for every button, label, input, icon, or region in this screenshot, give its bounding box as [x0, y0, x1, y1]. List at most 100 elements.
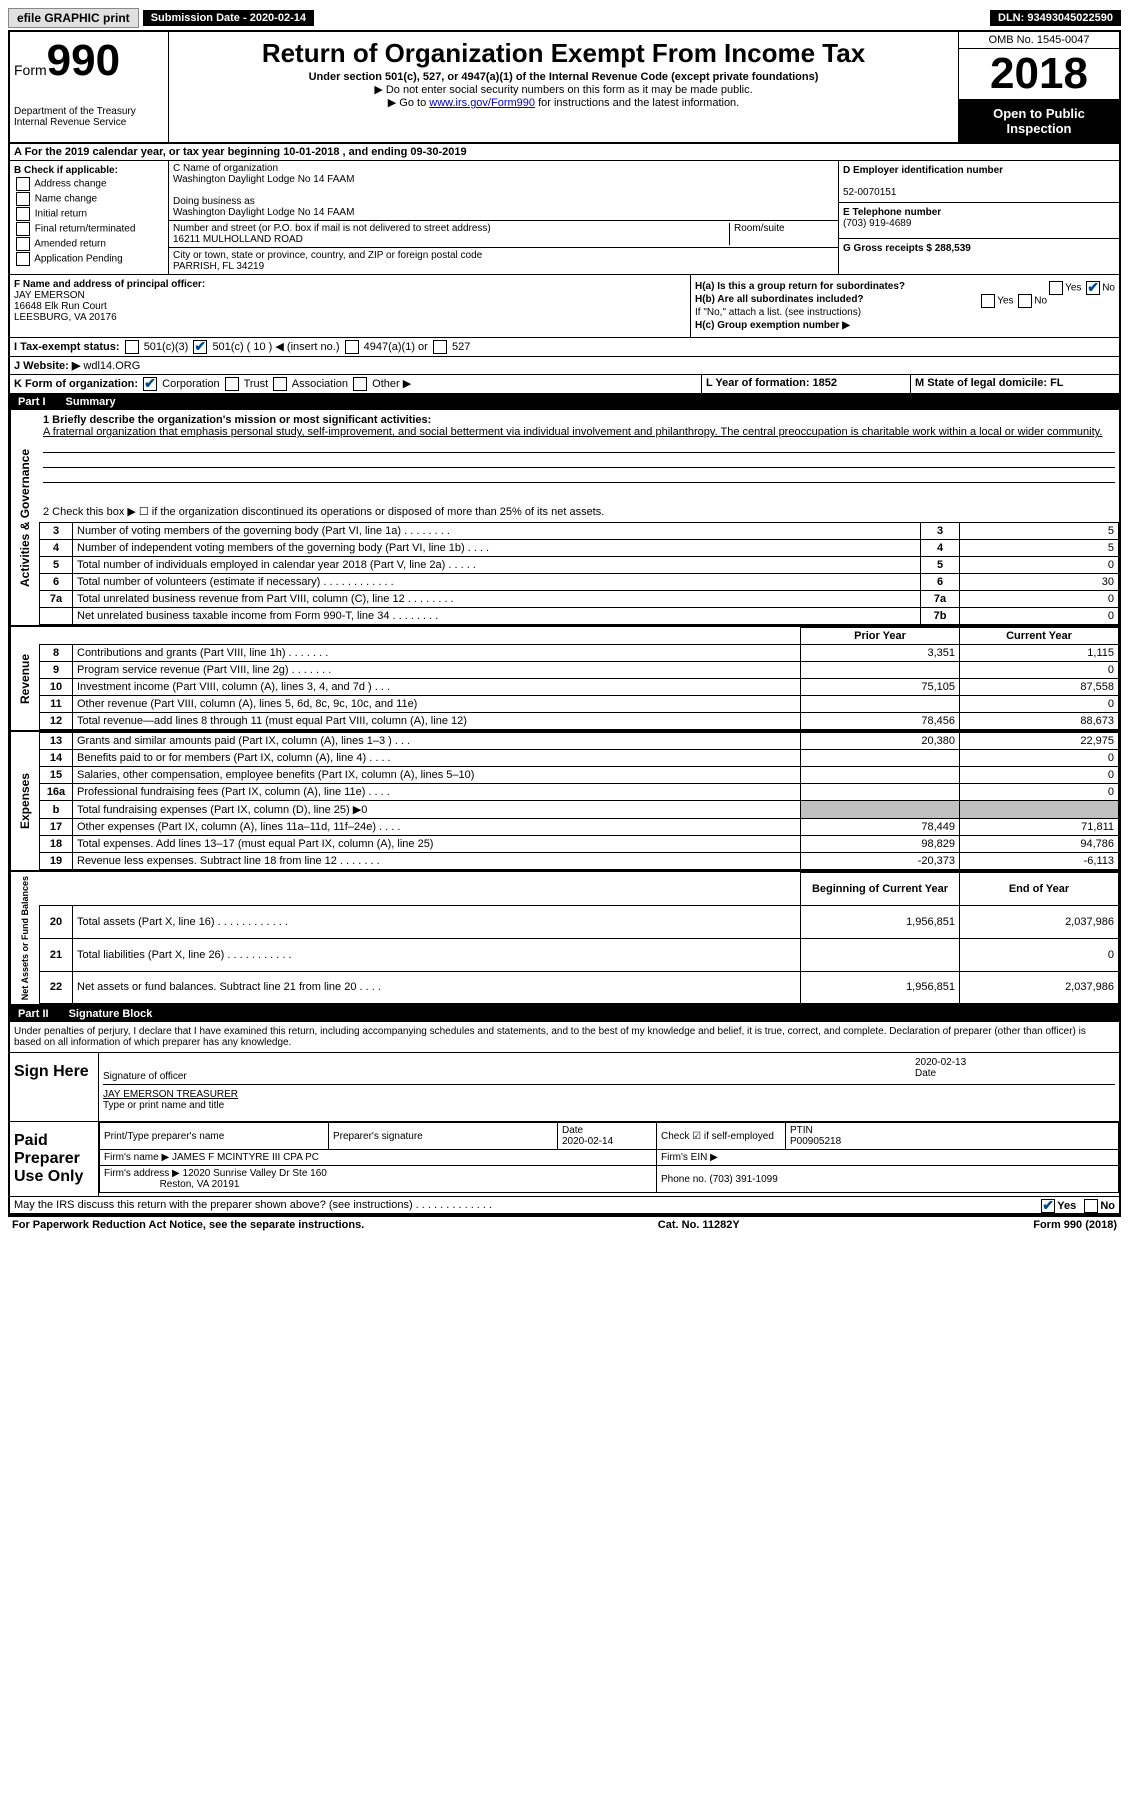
prep-date: 2020-02-14: [562, 1136, 613, 1147]
prep-phone: (703) 391-1099: [709, 1174, 777, 1185]
firm-addr2: Reston, VA 20191: [160, 1179, 240, 1190]
ha-no: No: [1102, 283, 1115, 294]
irs-link[interactable]: www.irs.gov/Form990: [429, 97, 535, 109]
addr-label: Number and street (or P.O. box if mail i…: [173, 223, 729, 234]
discuss-yes-checkbox[interactable]: [1041, 1199, 1055, 1213]
discuss-no-checkbox[interactable]: [1084, 1199, 1098, 1213]
form-number: 990: [47, 36, 120, 85]
side-net-assets: Net Assets or Fund Balances: [10, 872, 39, 1004]
4947-label: 4947(a)(1) or: [364, 341, 428, 353]
final-return-label: Final return/terminated: [35, 224, 136, 235]
527-label: 527: [452, 341, 470, 353]
prep-label: Paid Preparer Use Only: [10, 1122, 99, 1196]
open-public-1: Open to Public: [961, 106, 1117, 121]
footer-mid: Cat. No. 11282Y: [658, 1219, 740, 1231]
room-label: Room/suite: [734, 223, 834, 234]
mission-label: 1 Briefly describe the organization's mi…: [43, 414, 431, 426]
revenue-table: Prior YearCurrent Year8Contributions and…: [39, 627, 1119, 730]
q2-text: 2 Check this box ▶ ☐ if the organization…: [39, 501, 1119, 522]
discuss-label: May the IRS discuss this return with the…: [14, 1199, 492, 1211]
open-public-2: Inspection: [961, 121, 1117, 136]
city-value: PARRISH, FL 34219: [173, 261, 834, 272]
officer-addr2: LEESBURG, VA 20176: [14, 312, 117, 323]
tax-year: 2018: [959, 49, 1119, 100]
prep-date-label: Date: [562, 1125, 583, 1136]
form-container: Form990 Department of the Treasury Inter…: [8, 30, 1121, 1217]
firm-addr-label: Firm's address ▶: [104, 1168, 180, 1179]
trust-label: Trust: [244, 378, 269, 390]
website-value: wdl14.ORG: [83, 360, 140, 372]
501c-checkbox[interactable]: [193, 340, 207, 354]
firm-addr1: 12020 Sunrise Valley Dr Ste 160: [183, 1168, 327, 1179]
phone-value: (703) 919-4689: [843, 218, 911, 229]
ptin-value: P00905218: [790, 1136, 841, 1147]
part1-title: Summary: [66, 396, 116, 408]
footer: For Paperwork Reduction Act Notice, see …: [8, 1217, 1121, 1233]
part2-header: Part II Signature Block: [10, 1006, 1119, 1022]
dept-irs: Internal Revenue Service: [14, 117, 164, 128]
dba-label: Doing business as: [173, 196, 834, 207]
ha-no-checkbox[interactable]: [1086, 281, 1100, 295]
sig-officer-label: Signature of officer: [103, 1071, 915, 1082]
assoc-label: Association: [292, 378, 348, 390]
trust-checkbox[interactable]: [225, 377, 239, 391]
efile-button[interactable]: efile GRAPHIC print: [8, 8, 139, 28]
501c-label: 501(c) ( 10 ) ◀ (insert no.): [212, 341, 339, 353]
hb-label: H(b) Are all subordinates included?: [695, 294, 864, 305]
final-return-checkbox[interactable]: [16, 222, 30, 236]
mission-text: A fraternal organization that emphasis p…: [43, 426, 1102, 438]
footer-right: Form 990 (2018): [1033, 1219, 1117, 1231]
org-name: Washington Daylight Lodge No 14 FAAM: [173, 174, 834, 185]
assoc-checkbox[interactable]: [273, 377, 287, 391]
gross-receipts: G Gross receipts $ 288,539: [843, 243, 971, 254]
name-change-checkbox[interactable]: [16, 192, 30, 206]
footer-left: For Paperwork Reduction Act Notice, see …: [12, 1219, 364, 1231]
app-pending-checkbox[interactable]: [16, 252, 30, 266]
part2-title: Signature Block: [69, 1008, 153, 1020]
amended-checkbox[interactable]: [16, 237, 30, 251]
hc-label: H(c) Group exemption number ▶: [695, 320, 850, 331]
initial-return-label: Initial return: [35, 209, 87, 220]
hb-no: No: [1034, 296, 1047, 307]
addr-change-label: Address change: [34, 179, 106, 190]
phone-label: E Telephone number: [843, 207, 941, 218]
prep-self-emp: Check ☑ if self-employed: [661, 1131, 774, 1142]
prep-sig-label: Preparer's signature: [329, 1123, 558, 1150]
discuss-yes: Yes: [1057, 1200, 1076, 1212]
governance-table: 3Number of voting members of the governi…: [39, 522, 1119, 625]
form-instruction-1: ▶ Do not enter social security numbers o…: [173, 83, 954, 96]
officer-addr1: 16648 Elk Run Court: [14, 301, 107, 312]
527-checkbox[interactable]: [433, 340, 447, 354]
corp-checkbox[interactable]: [143, 377, 157, 391]
side-expenses: Expenses: [10, 732, 39, 870]
other-checkbox[interactable]: [353, 377, 367, 391]
sig-type-label: Type or print name and title: [103, 1100, 1115, 1111]
sig-name: JAY EMERSON TREASURER: [103, 1089, 1115, 1100]
tax-exempt-label: I Tax-exempt status:: [14, 341, 120, 353]
part2-label: Part II: [18, 1008, 49, 1020]
501c3-checkbox[interactable]: [125, 340, 139, 354]
hb-no-checkbox[interactable]: [1018, 294, 1032, 308]
sign-here-label: Sign Here: [10, 1053, 99, 1121]
col-b-checkboxes: B Check if applicable: Address change Na…: [10, 161, 169, 274]
net-assets-table: Beginning of Current YearEnd of Year20To…: [39, 872, 1119, 1004]
form-subtitle: Under section 501(c), 527, or 4947(a)(1)…: [173, 71, 954, 83]
4947-checkbox[interactable]: [345, 340, 359, 354]
sig-date: 2020-02-13: [915, 1057, 1115, 1068]
firm-ein-label: Firm's EIN ▶: [661, 1152, 718, 1163]
row-a-tax-year: A For the 2019 calendar year, or tax yea…: [10, 144, 1119, 161]
hb-yes-checkbox[interactable]: [981, 294, 995, 308]
ein-label: D Employer identification number: [843, 165, 1003, 176]
goto-pre: ▶ Go to: [388, 97, 429, 109]
part1-header: Part I Summary: [10, 394, 1119, 410]
omb-number: OMB No. 1545-0047: [959, 32, 1119, 49]
officer-label: F Name and address of principal officer:: [14, 279, 205, 290]
ha-label: H(a) Is this a group return for subordin…: [695, 281, 905, 292]
expenses-table: 13Grants and similar amounts paid (Part …: [39, 732, 1119, 870]
initial-return-checkbox[interactable]: [16, 207, 30, 221]
ha-yes-checkbox[interactable]: [1049, 281, 1063, 295]
city-label: City or town, state or province, country…: [173, 250, 834, 261]
submission-date: Submission Date - 2020-02-14: [143, 10, 314, 26]
addr-change-checkbox[interactable]: [16, 177, 30, 191]
form-header: Form990 Department of the Treasury Inter…: [10, 32, 1119, 144]
